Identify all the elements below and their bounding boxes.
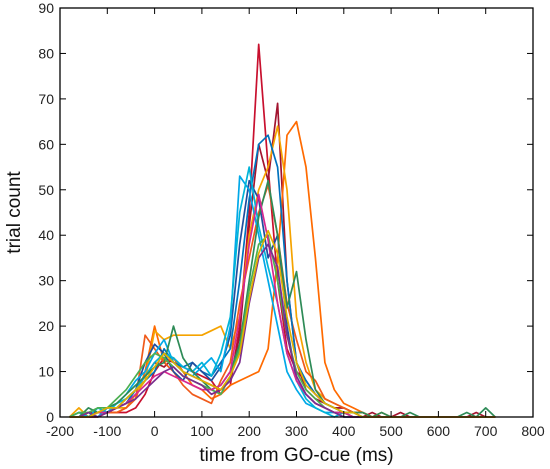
y-tick-label: 90 bbox=[38, 0, 54, 16]
y-tick-label: 60 bbox=[38, 136, 54, 152]
tick-layer: -200 -100 0 100 200 300 400 500 600 700 800 0 10 20 30… bbox=[38, 0, 544, 439]
x-tick-label: -200 bbox=[46, 423, 74, 439]
y-tick-label: 30 bbox=[38, 273, 54, 289]
x-tick-label: 800 bbox=[521, 423, 545, 439]
y-tick-label: 70 bbox=[38, 91, 54, 107]
y-tick-label: 20 bbox=[38, 318, 54, 334]
x-tick-label: 0 bbox=[151, 423, 159, 439]
series-line-2 bbox=[69, 102, 496, 418]
x-tick-label: 300 bbox=[285, 423, 309, 439]
y-tick-label: 10 bbox=[38, 364, 54, 380]
y-tick-label: 80 bbox=[38, 45, 54, 61]
y-tick-label: 50 bbox=[38, 182, 54, 198]
y-tick-label: 40 bbox=[38, 227, 54, 243]
x-tick-label: 500 bbox=[379, 423, 403, 439]
x-tick-label: 600 bbox=[427, 423, 451, 439]
x-tick-label: -100 bbox=[93, 423, 121, 439]
series-line-14 bbox=[69, 229, 496, 418]
x-tick-label: 400 bbox=[332, 423, 356, 439]
y-tick-label: 0 bbox=[46, 409, 54, 425]
series-layer bbox=[68, 43, 496, 418]
x-tick-label: 100 bbox=[190, 423, 214, 439]
x-tick-label: 700 bbox=[474, 423, 498, 439]
x-axis-title: time from GO-cue (ms) bbox=[199, 445, 393, 466]
x-tick-label: 200 bbox=[238, 423, 262, 439]
y-axis-title: trial count bbox=[4, 171, 25, 254]
